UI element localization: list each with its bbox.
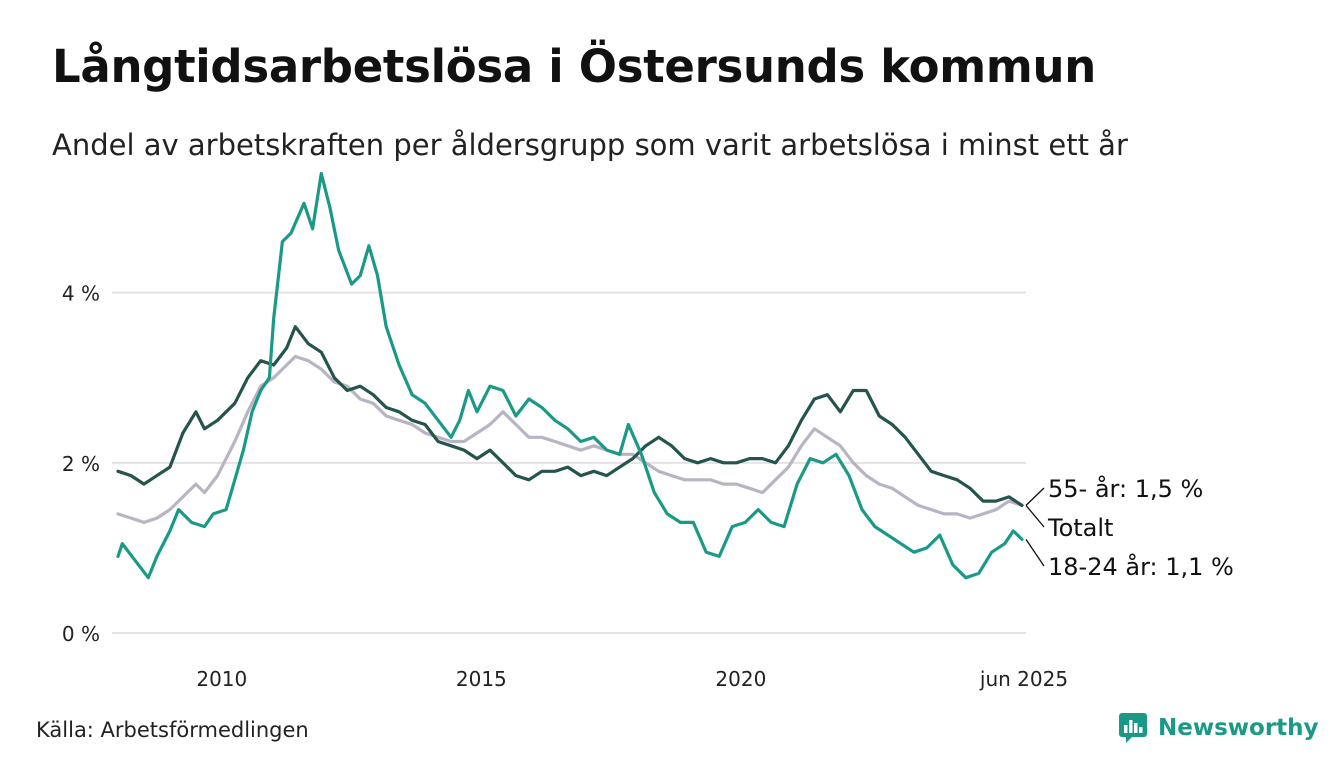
x-axis: 2010 2015 2020 jun 2025 — [196, 667, 1068, 691]
x-tick-label: 2010 — [196, 667, 247, 691]
source-note: Källa: Arbetsförmedlingen — [36, 718, 309, 742]
series-line-55 — [116, 325, 1024, 507]
series-end-label: 18-24 år: 1,1 % — [1048, 552, 1234, 581]
y-tick-label: 2 % — [62, 452, 100, 476]
y-axis: 0 % 2 % 4 % — [62, 282, 100, 646]
series-end-label: Totalt — [1047, 514, 1113, 542]
chart-subtitle: Andel av arbetskraften per åldersgrupp s… — [52, 128, 1128, 162]
series-end-label: 55- år: 1,5 % — [1048, 474, 1203, 503]
x-tick-label: jun 2025 — [979, 667, 1068, 691]
leader-line — [1025, 539, 1045, 567]
series-line-18-24 — [116, 171, 1024, 580]
brand-logo: Newsworthy — [1118, 712, 1319, 744]
y-tick-label: 0 % — [62, 622, 100, 646]
newsworthy-logo-icon — [1119, 713, 1147, 743]
end-labels: 55- år: 1,5 % Totalt 18-24 år: 1,1 % — [1025, 474, 1234, 581]
x-tick-label: 2020 — [715, 667, 766, 691]
brand-name: Newsworthy — [1158, 715, 1319, 741]
series-lines — [116, 171, 1024, 580]
leader-line — [1025, 487, 1045, 506]
y-tick-label: 4 % — [62, 282, 100, 306]
chart-title: Långtidsarbetslösa i Östersunds kommun — [52, 40, 1096, 93]
series-line-total — [116, 354, 1024, 524]
gridlines — [112, 291, 1026, 634]
x-tick-label: 2015 — [456, 667, 507, 691]
leader-line — [1025, 504, 1045, 528]
